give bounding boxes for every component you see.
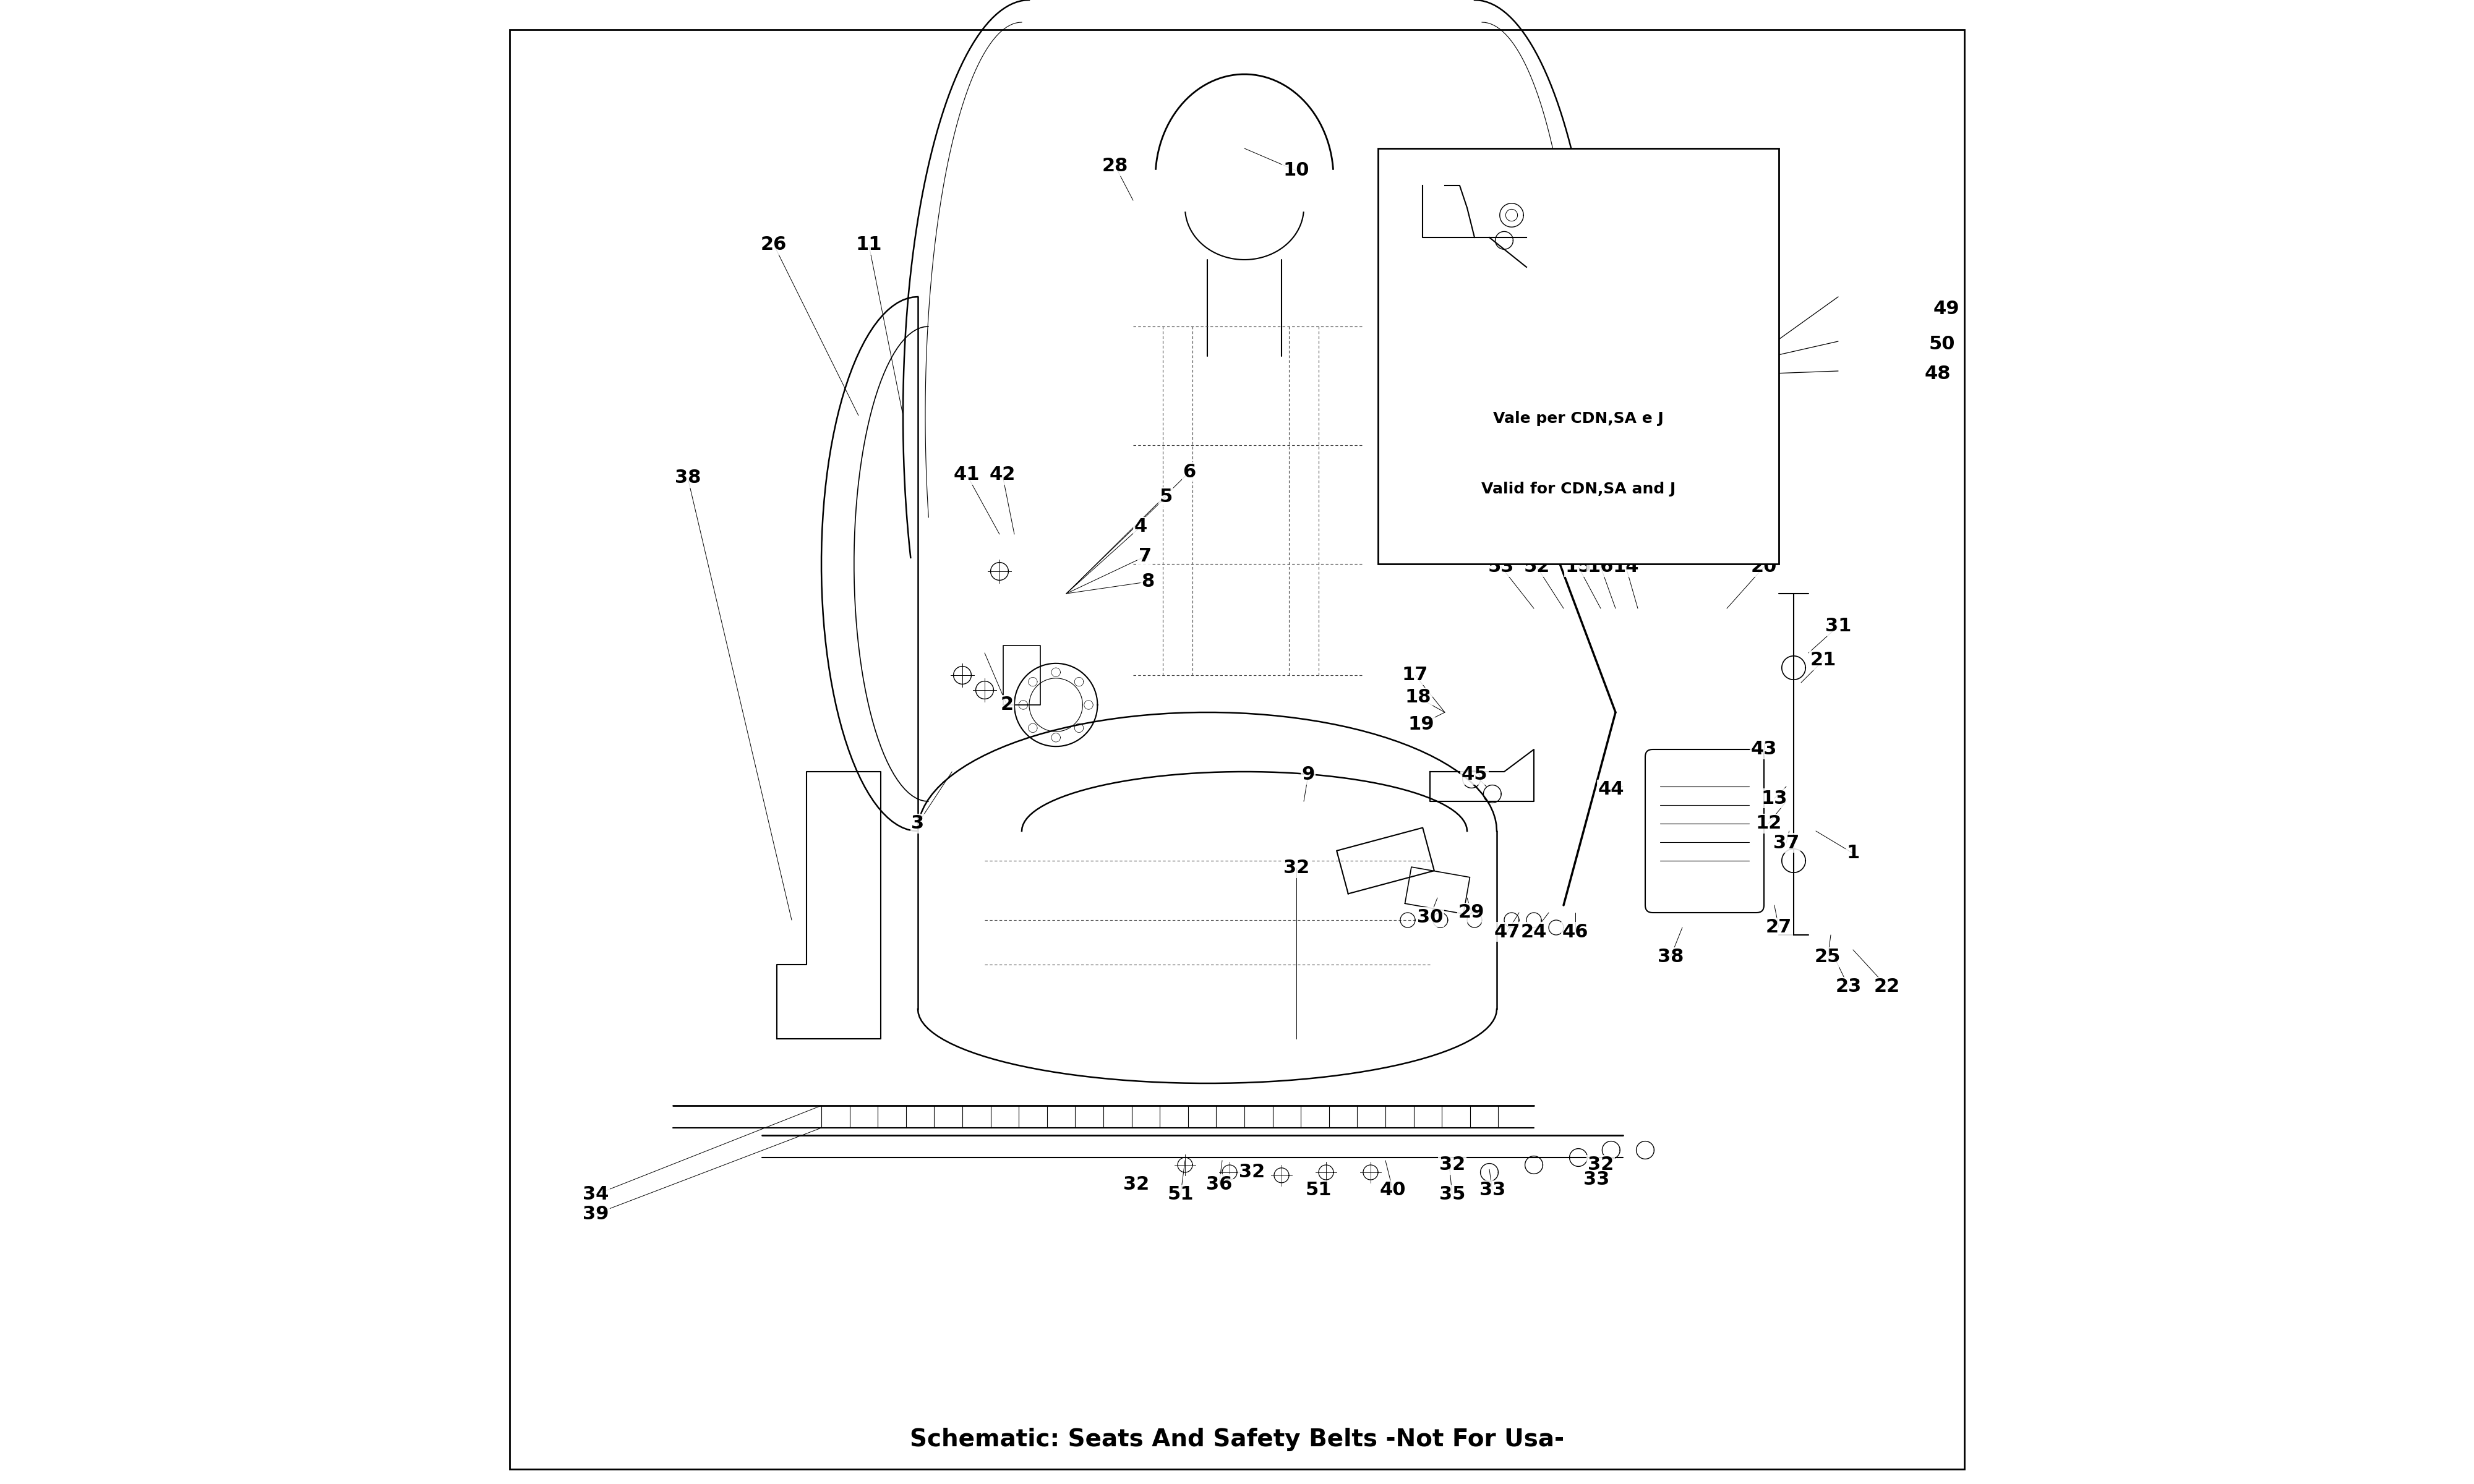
Text: 7: 7	[1138, 548, 1150, 565]
Text: 11: 11	[856, 236, 883, 254]
Text: 50: 50	[1930, 335, 1954, 353]
Text: 35: 35	[1440, 1186, 1465, 1204]
Text: 47: 47	[1494, 923, 1519, 941]
Text: 34: 34	[584, 1186, 609, 1204]
Text: 42: 42	[990, 466, 1014, 484]
Text: 2: 2	[999, 696, 1014, 714]
Text: 13: 13	[1761, 789, 1786, 807]
Text: 25: 25	[1816, 948, 1841, 966]
Text: 32: 32	[1588, 1156, 1613, 1174]
Text: 40: 40	[1380, 1181, 1405, 1199]
Text: 15: 15	[1566, 558, 1591, 576]
Text: 32: 32	[1440, 1156, 1465, 1174]
Text: 17: 17	[1403, 666, 1427, 684]
Text: 31: 31	[1826, 617, 1851, 635]
Text: 33: 33	[1479, 1181, 1504, 1199]
Text: 9: 9	[1301, 766, 1314, 784]
Text: 41: 41	[952, 466, 980, 484]
Text: 16: 16	[1588, 558, 1613, 576]
Text: 26: 26	[762, 236, 787, 254]
Text: 51: 51	[1168, 1186, 1195, 1204]
Text: 32: 32	[1239, 1163, 1264, 1181]
Text: 28: 28	[1103, 157, 1128, 175]
Text: 52: 52	[1524, 558, 1549, 576]
Text: 5: 5	[1160, 488, 1173, 506]
Text: 6: 6	[1183, 463, 1195, 481]
Text: 32: 32	[1284, 859, 1309, 877]
Text: 51: 51	[1306, 1181, 1331, 1199]
Text: 18: 18	[1405, 689, 1432, 706]
Text: 36: 36	[1207, 1175, 1232, 1193]
Text: 19: 19	[1408, 715, 1435, 733]
Text: 32: 32	[1123, 1175, 1148, 1193]
Text: 4: 4	[1133, 518, 1148, 536]
Text: 20: 20	[1752, 558, 1776, 576]
Text: 24: 24	[1522, 923, 1546, 941]
Text: 33: 33	[1583, 1171, 1608, 1189]
Text: 22: 22	[1875, 978, 1900, 996]
FancyBboxPatch shape	[1645, 749, 1764, 913]
Text: 3: 3	[910, 815, 925, 833]
Text: 38: 38	[1658, 948, 1682, 966]
Text: 45: 45	[1462, 766, 1487, 784]
Text: 53: 53	[1489, 558, 1514, 576]
Text: 14: 14	[1613, 558, 1640, 576]
Text: Valid for CDN,SA and J: Valid for CDN,SA and J	[1482, 482, 1675, 497]
Text: 38: 38	[675, 469, 700, 487]
Text: 46: 46	[1561, 923, 1588, 941]
Text: 39: 39	[581, 1205, 609, 1223]
Text: 8: 8	[1141, 573, 1155, 591]
Text: 27: 27	[1766, 919, 1791, 936]
Text: 37: 37	[1774, 834, 1799, 852]
Text: 48: 48	[1925, 365, 1952, 383]
Text: 43: 43	[1752, 741, 1776, 758]
Text: 10: 10	[1284, 162, 1309, 180]
Text: 1: 1	[1846, 844, 1860, 862]
Text: 12: 12	[1757, 815, 1781, 833]
Text: 21: 21	[1811, 651, 1836, 669]
Text: 23: 23	[1836, 978, 1860, 996]
Text: 30: 30	[1418, 908, 1442, 926]
Text: 29: 29	[1457, 904, 1484, 922]
Text: Vale per CDN,SA e J: Vale per CDN,SA e J	[1494, 411, 1663, 426]
Text: Schematic: Seats And Safety Belts -Not For Usa-: Schematic: Seats And Safety Belts -Not F…	[910, 1428, 1564, 1451]
Text: 49: 49	[1932, 300, 1959, 318]
Bar	[1378, 148, 1779, 564]
Text: 44: 44	[1598, 781, 1625, 798]
